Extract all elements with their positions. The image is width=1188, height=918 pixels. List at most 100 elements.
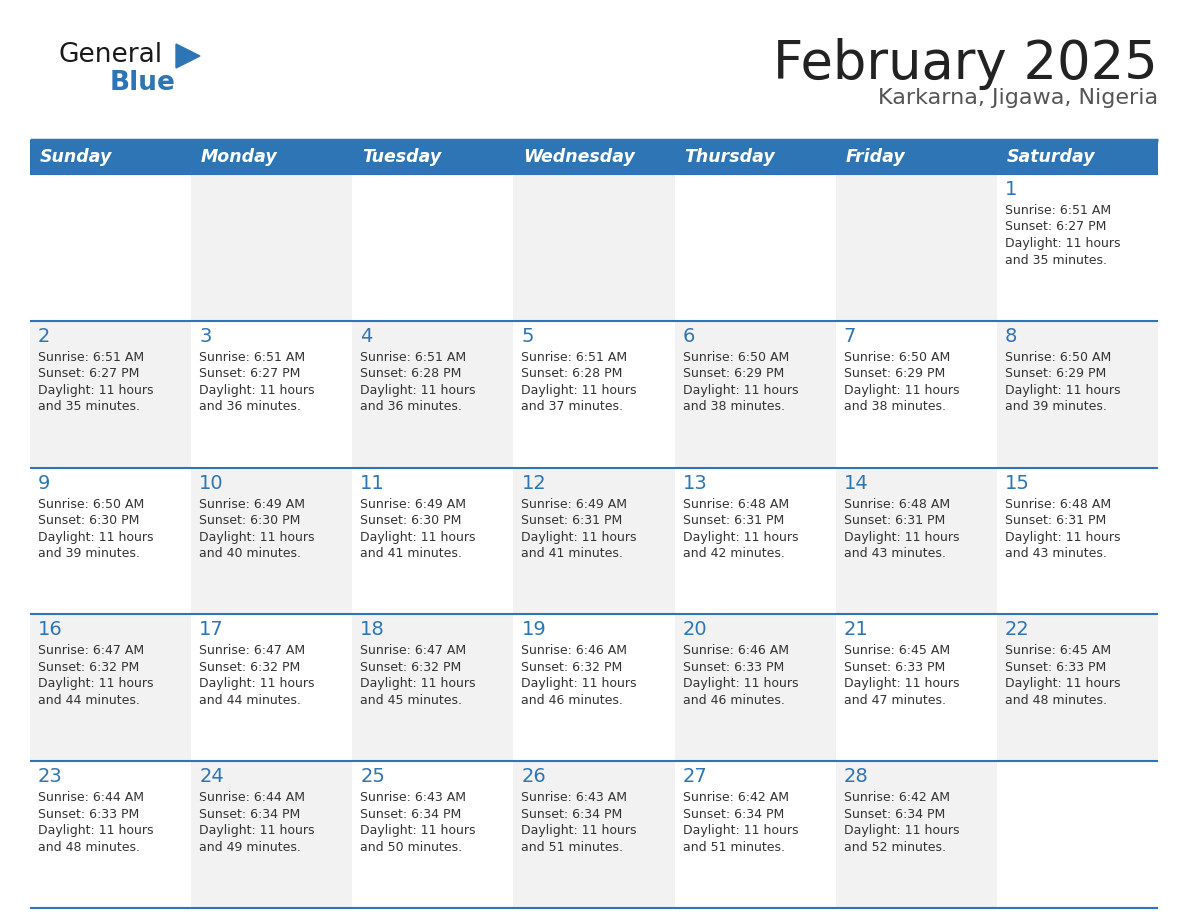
Text: Wednesday: Wednesday [523,148,634,166]
Text: Sunrise: 6:51 AM: Sunrise: 6:51 AM [200,351,305,364]
Bar [835,467,997,614]
Text: Sunset: 6:29 PM: Sunset: 6:29 PM [1005,367,1106,380]
Text: Daylight: 11 hours: Daylight: 11 hours [200,384,315,397]
Text: Daylight: 11 hours: Daylight: 11 hours [522,824,637,837]
Text: and 45 minutes.: and 45 minutes. [360,694,462,707]
Text: and 52 minutes.: and 52 minutes. [843,841,946,854]
Bar [835,320,997,467]
Text: Sunset: 6:33 PM: Sunset: 6:33 PM [1005,661,1106,674]
Text: Daylight: 11 hours: Daylight: 11 hours [683,384,798,397]
Text: Monday: Monday [201,148,278,166]
Bar [30,614,191,761]
Bar [675,174,835,320]
Text: Sunrise: 6:47 AM: Sunrise: 6:47 AM [38,644,144,657]
Text: and 46 minutes.: and 46 minutes. [683,694,784,707]
Text: Sunrise: 6:44 AM: Sunrise: 6:44 AM [200,791,305,804]
Text: Sunrise: 6:46 AM: Sunrise: 6:46 AM [683,644,789,657]
Text: 13: 13 [683,474,707,493]
Text: Daylight: 11 hours: Daylight: 11 hours [1005,237,1120,250]
Text: General: General [58,42,162,68]
Bar [675,140,835,174]
Bar [30,761,191,908]
Text: Sunrise: 6:46 AM: Sunrise: 6:46 AM [522,644,627,657]
Bar [30,174,191,320]
Text: 6: 6 [683,327,695,346]
Text: Sunrise: 6:43 AM: Sunrise: 6:43 AM [360,791,467,804]
Bar [353,174,513,320]
Bar [997,174,1158,320]
Text: Sunset: 6:27 PM: Sunset: 6:27 PM [200,367,301,380]
Text: Sunset: 6:33 PM: Sunset: 6:33 PM [843,661,944,674]
Text: Sunset: 6:34 PM: Sunset: 6:34 PM [360,808,462,821]
Text: Sunrise: 6:45 AM: Sunrise: 6:45 AM [1005,644,1111,657]
Bar [191,320,353,467]
Text: 14: 14 [843,474,868,493]
Text: Sunset: 6:30 PM: Sunset: 6:30 PM [360,514,462,527]
Bar [353,140,513,174]
Bar [997,614,1158,761]
Text: Daylight: 11 hours: Daylight: 11 hours [200,531,315,543]
Text: Sunrise: 6:48 AM: Sunrise: 6:48 AM [1005,498,1111,510]
Bar [835,761,997,908]
Text: and 48 minutes.: and 48 minutes. [1005,694,1107,707]
Text: Daylight: 11 hours: Daylight: 11 hours [360,677,476,690]
Text: Sunrise: 6:50 AM: Sunrise: 6:50 AM [1005,351,1111,364]
Text: Sunrise: 6:51 AM: Sunrise: 6:51 AM [522,351,627,364]
Text: 19: 19 [522,621,546,640]
Text: Sunrise: 6:51 AM: Sunrise: 6:51 AM [38,351,144,364]
Text: Sunrise: 6:50 AM: Sunrise: 6:50 AM [38,498,144,510]
Text: Sunset: 6:34 PM: Sunset: 6:34 PM [683,808,784,821]
Text: Sunset: 6:32 PM: Sunset: 6:32 PM [360,661,462,674]
Bar [191,467,353,614]
Bar [191,761,353,908]
Text: and 39 minutes.: and 39 minutes. [38,547,140,560]
Bar [513,614,675,761]
Text: and 38 minutes.: and 38 minutes. [683,400,784,413]
Bar [353,761,513,908]
Text: Daylight: 11 hours: Daylight: 11 hours [522,531,637,543]
Text: Saturday: Saturday [1006,148,1095,166]
Text: 17: 17 [200,621,225,640]
Text: 11: 11 [360,474,385,493]
Text: Sunset: 6:34 PM: Sunset: 6:34 PM [522,808,623,821]
Bar [513,467,675,614]
Text: Tuesday: Tuesday [362,148,441,166]
Text: Sunrise: 6:42 AM: Sunrise: 6:42 AM [843,791,949,804]
Text: Daylight: 11 hours: Daylight: 11 hours [843,531,959,543]
Text: 21: 21 [843,621,868,640]
Text: and 35 minutes.: and 35 minutes. [38,400,140,413]
Bar [675,467,835,614]
Text: February 2025: February 2025 [773,38,1158,90]
Text: and 37 minutes.: and 37 minutes. [522,400,624,413]
Text: 15: 15 [1005,474,1030,493]
Text: and 35 minutes.: and 35 minutes. [1005,253,1107,266]
Bar [513,174,675,320]
Text: and 36 minutes.: and 36 minutes. [360,400,462,413]
Text: 12: 12 [522,474,546,493]
Text: Daylight: 11 hours: Daylight: 11 hours [843,677,959,690]
Text: Sunset: 6:32 PM: Sunset: 6:32 PM [200,661,301,674]
Bar [191,140,353,174]
Text: Daylight: 11 hours: Daylight: 11 hours [38,824,153,837]
Text: Daylight: 11 hours: Daylight: 11 hours [522,384,637,397]
Text: Blue: Blue [110,70,176,96]
Text: Daylight: 11 hours: Daylight: 11 hours [200,824,315,837]
Text: Sunrise: 6:50 AM: Sunrise: 6:50 AM [683,351,789,364]
Text: Daylight: 11 hours: Daylight: 11 hours [360,531,476,543]
Text: and 38 minutes.: and 38 minutes. [843,400,946,413]
Text: Sunset: 6:30 PM: Sunset: 6:30 PM [200,514,301,527]
Bar [191,174,353,320]
Bar [30,140,191,174]
Text: and 51 minutes.: and 51 minutes. [683,841,784,854]
Text: Daylight: 11 hours: Daylight: 11 hours [360,824,476,837]
Text: and 43 minutes.: and 43 minutes. [1005,547,1107,560]
Text: Sunset: 6:29 PM: Sunset: 6:29 PM [843,367,944,380]
Text: Sunrise: 6:48 AM: Sunrise: 6:48 AM [843,498,950,510]
Text: and 42 minutes.: and 42 minutes. [683,547,784,560]
Text: Sunset: 6:29 PM: Sunset: 6:29 PM [683,367,784,380]
Text: and 44 minutes.: and 44 minutes. [38,694,140,707]
Text: Sunrise: 6:48 AM: Sunrise: 6:48 AM [683,498,789,510]
Bar [30,320,191,467]
Text: Sunset: 6:32 PM: Sunset: 6:32 PM [522,661,623,674]
Text: Sunrise: 6:50 AM: Sunrise: 6:50 AM [843,351,950,364]
